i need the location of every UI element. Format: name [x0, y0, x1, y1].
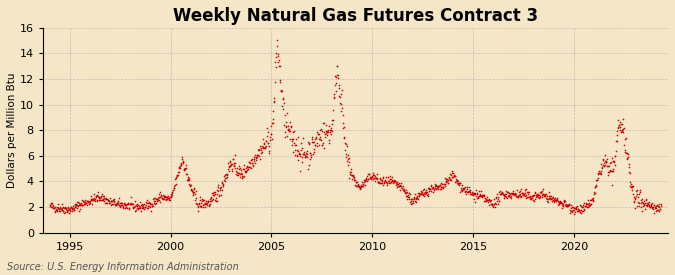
Text: Source: U.S. Energy Information Administration: Source: U.S. Energy Information Administ…: [7, 262, 238, 272]
Y-axis label: Dollars per Million Btu: Dollars per Million Btu: [7, 72, 17, 188]
Title: Weekly Natural Gas Futures Contract 3: Weekly Natural Gas Futures Contract 3: [173, 7, 538, 25]
